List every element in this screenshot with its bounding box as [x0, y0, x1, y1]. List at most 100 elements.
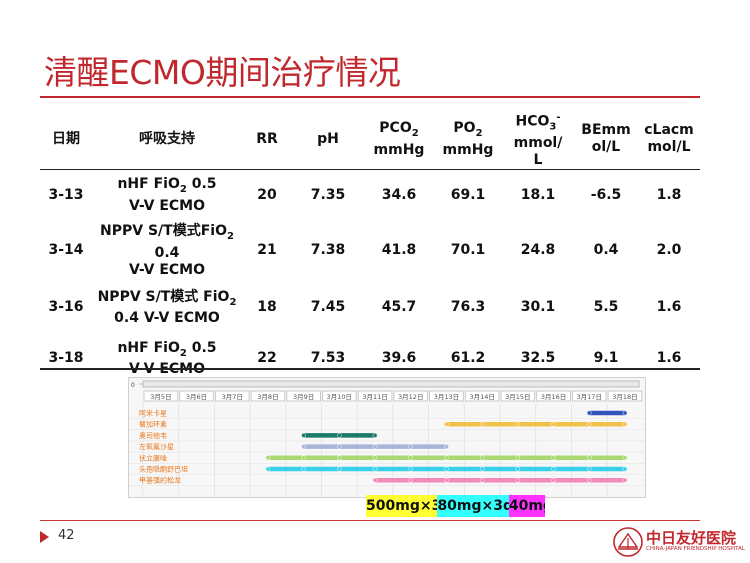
header-lac: cLacm mol/L — [638, 109, 700, 171]
cell-rr: 21 — [257, 242, 277, 259]
date-box — [429, 390, 464, 402]
drug-dose-point — [444, 444, 449, 449]
page-number: 42 — [58, 528, 75, 543]
cell-ph: 7.38 — [310, 242, 346, 259]
drug-dose-point — [444, 455, 449, 461]
drug-dose-point — [515, 421, 521, 427]
cell-po2: 69.1 — [450, 186, 486, 203]
drug-dose-point — [408, 455, 414, 461]
cell-ph: 7.45 — [310, 299, 346, 316]
date-tick-label: 3月8日 — [257, 393, 278, 401]
header-po2: PO2 mmHg — [434, 109, 502, 171]
drug-dose-point — [301, 444, 306, 449]
header-rr: RR — [242, 109, 292, 171]
drug-dose-point — [372, 477, 378, 483]
drug-dose-point — [622, 421, 628, 427]
drug-dose-point — [586, 466, 592, 472]
date-tick-label: 3月11日 — [362, 393, 387, 401]
date-box — [250, 390, 286, 402]
drug-dose-point — [408, 444, 414, 449]
dose-band-label: 500mg×3d — [366, 495, 438, 517]
title-divider — [40, 96, 700, 98]
drug-dose-point — [551, 477, 556, 483]
cell-date: 3-16 — [48, 299, 84, 316]
header-be: BEmm ol/L — [574, 109, 638, 171]
drug-dose-point — [586, 455, 592, 461]
medication-timeline-chart: 0 3月5日 3月6日 3月7日 3月8日 3月9日 3月10日 3月11日 3月12日 3月13… — [128, 377, 646, 518]
drug-dose-point — [265, 466, 271, 472]
drug-dose-point — [479, 466, 485, 472]
cell-po2: 70.1 — [450, 242, 486, 259]
drug-dose-point — [337, 433, 342, 438]
cell-ph: 7.35 — [310, 186, 346, 203]
drug-dose-point — [622, 455, 628, 461]
drug-dose-point — [372, 455, 378, 461]
table-row: 3-16 NPPV S/T模式 FiO2 0.4 V-V ECMO 18 7.45 45.… — [40, 282, 700, 334]
cell-hco3: 30.1 — [520, 299, 556, 316]
drug-label: 伏立康唑 — [139, 453, 167, 462]
date-box — [322, 390, 357, 402]
page-marker-icon — [40, 531, 49, 543]
dose-band-label: 40mg — [508, 495, 545, 517]
drug-dose-point — [337, 444, 342, 449]
date-box — [179, 390, 214, 402]
date-tick-label: 3月10日 — [327, 393, 352, 401]
cell-date: 3-13 — [48, 186, 84, 203]
drug-dose-point — [444, 477, 449, 483]
drug-label: 替加环素 — [139, 420, 167, 429]
drug-label: 阿米卡星 — [139, 409, 167, 418]
drug-label: 左氧氟沙星 — [139, 442, 174, 451]
table-row: 3-13 nHF FiO2 0.5 V-V ECMO 20 7.35 34.6 69.1 18… — [40, 170, 700, 220]
drug-dose-point — [408, 477, 414, 483]
drug-dose-point — [551, 455, 556, 461]
drug-dose-point — [444, 466, 449, 472]
cell-rr: 22 — [257, 350, 277, 367]
hospital-logo-icon — [613, 527, 643, 557]
drug-dose-point — [301, 455, 306, 461]
date-tick-label: 3月5日 — [150, 393, 171, 401]
cell-hco3: 32.5 — [520, 350, 556, 367]
header-hco3: HCO3- mmol/L — [502, 109, 574, 171]
cell-rr: 20 — [257, 186, 277, 203]
cell-pco2: 39.6 — [381, 350, 417, 367]
drug-dose-point — [622, 410, 628, 416]
drug-label: 甲基强的松龙 — [139, 476, 181, 485]
date-tick-label: 3月7日 — [222, 393, 243, 401]
drug-dose-point — [622, 477, 628, 483]
table-row: 3-14 NPPV S/T模式FiO2 0.4 V-V ECMO 21 7.38 41.8 7… — [40, 220, 700, 282]
table-bottom-rule — [40, 368, 700, 370]
cell-date: 3-18 — [48, 350, 84, 367]
axis-zero-label: 0 — [131, 382, 135, 389]
date-box — [214, 390, 250, 402]
cell-lac: 1.6 — [656, 299, 682, 316]
header-pco2: PCO2 mmHg — [364, 109, 434, 171]
cell-hco3: 24.8 — [520, 242, 556, 259]
date-box — [393, 390, 429, 402]
date-tick-label: 3月9日 — [293, 393, 314, 401]
header-ph: pH — [292, 109, 364, 171]
cell-pco2: 45.7 — [381, 299, 417, 316]
drug-dose-point — [479, 477, 485, 483]
cell-lac: 1.6 — [656, 350, 682, 367]
cell-po2: 76.3 — [450, 299, 486, 316]
date-tick-label: 3月15日 — [505, 393, 530, 401]
drug-dose-point — [586, 477, 592, 483]
drug-dose-point — [372, 433, 378, 438]
cell-lac: 1.8 — [656, 186, 682, 203]
date-box — [500, 390, 536, 402]
drug-dose-point — [265, 455, 271, 461]
drug-dose-point — [337, 455, 342, 461]
footer-divider — [40, 520, 700, 521]
blood-gas-table: 日期 呼吸支持 RR pH PCO2 mmHg PO2 mmHg HCO3- mmol/L BEmm… — [40, 109, 700, 384]
cell-lac: 2.0 — [656, 242, 682, 259]
drug-dose-point — [586, 410, 592, 416]
cell-pco2: 34.6 — [381, 186, 417, 203]
drug-dose-point — [515, 466, 521, 472]
drug-dose-point — [372, 466, 378, 472]
date-tick-label: 3月6日 — [186, 393, 207, 401]
cell-support: NPPV S/T模式 FiO2 0.4 V-V ECMO — [97, 288, 237, 327]
drug-dose-point — [444, 421, 449, 427]
hospital-english-name: CHINA-JAPAN FRIENDSHIP HOSPITAL — [646, 546, 745, 552]
drug-dose-point — [622, 466, 628, 472]
